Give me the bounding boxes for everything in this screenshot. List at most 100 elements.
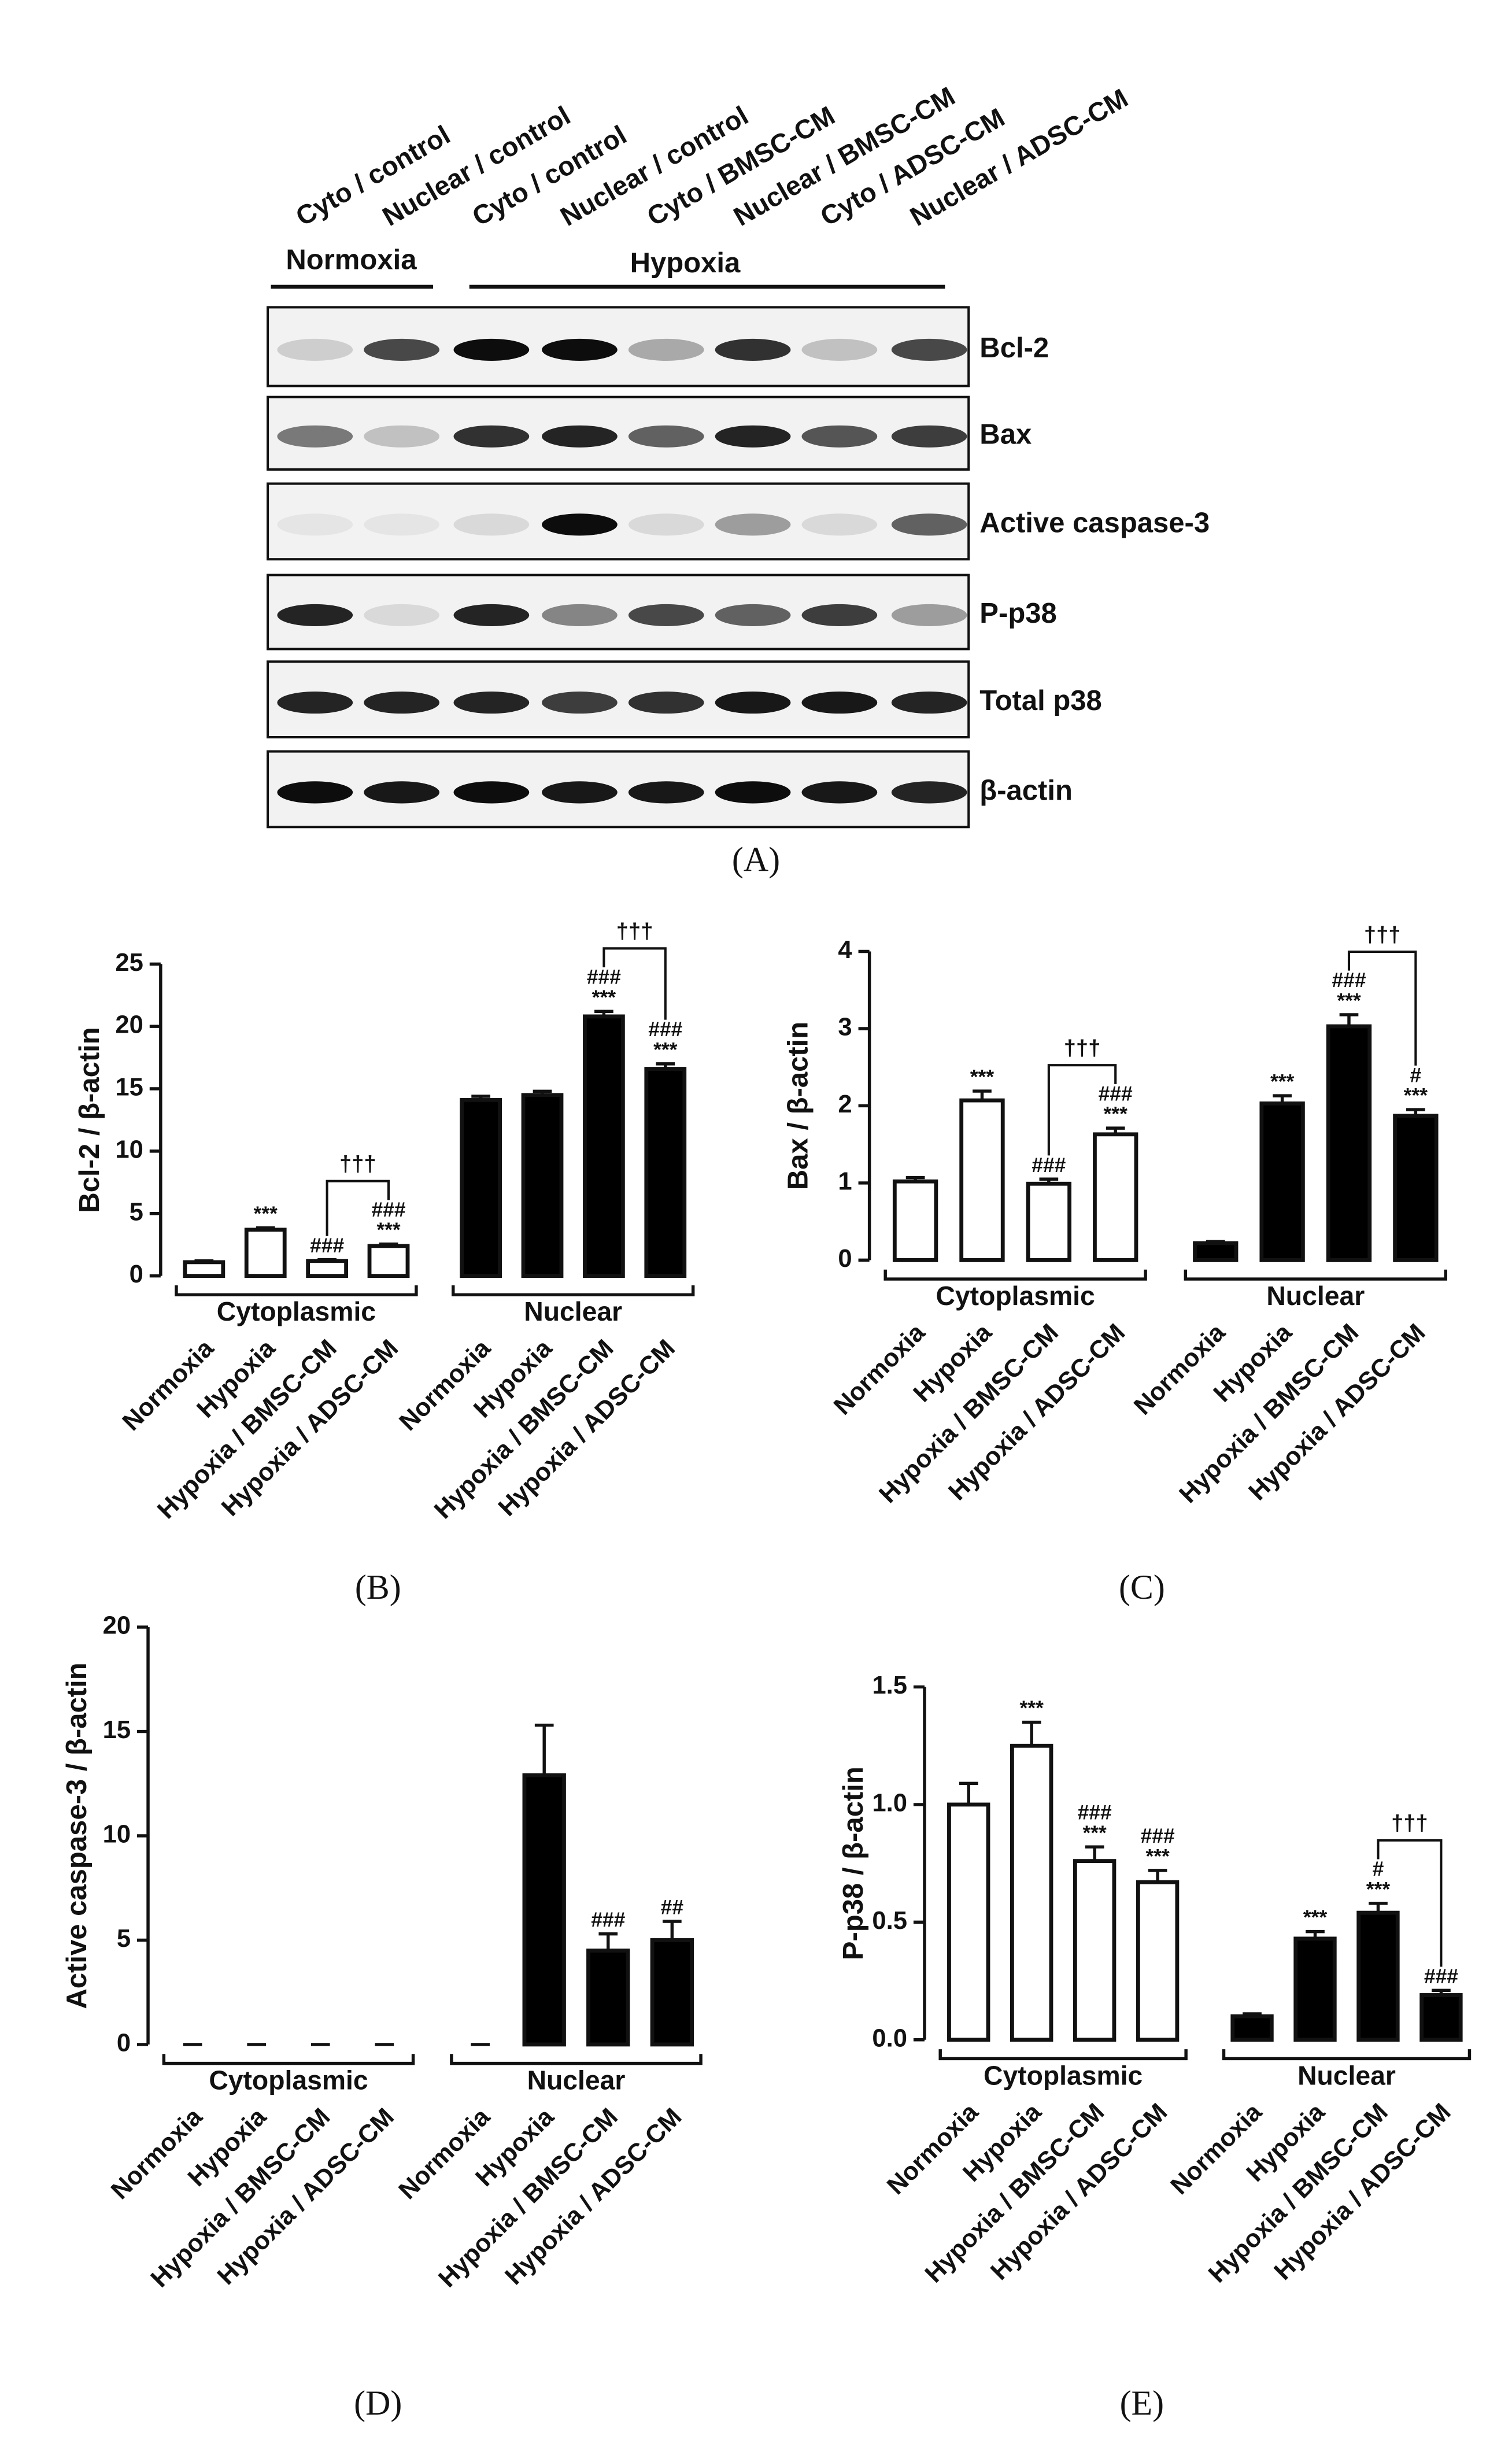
blot-band bbox=[628, 513, 704, 536]
x-tick-label: Normoxia bbox=[1166, 2098, 1268, 2200]
error-bar bbox=[1148, 1869, 1167, 1883]
bracket bbox=[1377, 1839, 1443, 1967]
panel-label: (C) bbox=[1119, 1568, 1165, 1606]
band-label: Bax bbox=[979, 419, 1032, 450]
y-tick-label: 25 bbox=[115, 949, 143, 977]
blot-band bbox=[891, 692, 967, 714]
band-label: Active caspase-3 bbox=[979, 507, 1210, 538]
error-bar bbox=[1273, 1094, 1292, 1104]
y-tick-label: 1 bbox=[838, 1167, 852, 1195]
blot-band bbox=[891, 338, 967, 361]
y-tick-label: 0 bbox=[130, 1260, 143, 1288]
y-tick-label: 10 bbox=[115, 1136, 143, 1163]
band-label: P-p38 bbox=[979, 598, 1056, 629]
x-tick-label: Normoxia bbox=[1129, 1318, 1231, 1421]
error-bar bbox=[1085, 1845, 1104, 1861]
blot-band bbox=[891, 425, 967, 448]
bracket-label: ††† bbox=[1391, 1811, 1428, 1836]
error-bar bbox=[317, 1258, 337, 1262]
significance-label: ### bbox=[310, 1234, 344, 1257]
significance-label: ### bbox=[648, 1018, 682, 1041]
y-tick-label: 20 bbox=[103, 1612, 131, 1640]
blot-band bbox=[542, 425, 618, 448]
significance-label: *** bbox=[254, 1202, 278, 1225]
significance-label: *** bbox=[1404, 1084, 1428, 1107]
bar bbox=[1010, 1743, 1053, 2042]
significance-label: ### bbox=[1424, 1965, 1458, 1988]
blot-band bbox=[364, 425, 439, 448]
bar bbox=[1393, 1114, 1439, 1262]
significance-label: # bbox=[1410, 1063, 1422, 1086]
significance-label: *** bbox=[1270, 1070, 1295, 1093]
blot-band bbox=[628, 425, 704, 448]
blot-band bbox=[453, 604, 530, 626]
blot-band bbox=[715, 781, 791, 804]
error-bar bbox=[1206, 1240, 1225, 1244]
significance-label: *** bbox=[1366, 1877, 1391, 1901]
bracket bbox=[326, 1180, 390, 1236]
bracket bbox=[602, 947, 667, 1020]
error-bar bbox=[662, 1920, 682, 1940]
bar bbox=[1073, 1859, 1117, 2042]
error-bar bbox=[256, 1226, 275, 1230]
error-bar bbox=[973, 1089, 992, 1101]
significance-label: *** bbox=[1104, 1103, 1128, 1126]
blot-band bbox=[277, 338, 353, 361]
error-bar bbox=[1022, 1720, 1041, 1746]
group-brace bbox=[175, 1285, 418, 1297]
blot-band bbox=[801, 513, 878, 536]
y-tick-label: 3 bbox=[838, 1013, 852, 1041]
significance-label: *** bbox=[592, 986, 616, 1009]
bar bbox=[1136, 1880, 1180, 2042]
bar bbox=[306, 1259, 349, 1278]
significance-label: ## bbox=[661, 1896, 684, 1919]
bar bbox=[892, 1179, 938, 1262]
blot-band bbox=[891, 604, 967, 626]
blot-band bbox=[801, 604, 878, 626]
bar bbox=[583, 1014, 625, 1278]
significance-label: ### bbox=[1032, 1154, 1066, 1177]
x-tick-label: Normoxia bbox=[106, 2103, 208, 2205]
x-tick-label: Normoxia bbox=[394, 2103, 496, 2205]
bar bbox=[244, 1228, 287, 1278]
blot-strip bbox=[267, 482, 970, 561]
y-tick-label: 1.5 bbox=[872, 1672, 907, 1699]
bracket bbox=[1047, 1064, 1117, 1156]
group-label: Cytoplasmic bbox=[209, 2065, 368, 2095]
bar bbox=[644, 1067, 687, 1278]
blot-band bbox=[715, 425, 791, 448]
bar bbox=[1326, 1024, 1372, 1262]
error-bar bbox=[379, 1242, 398, 1246]
band-label: Bcl-2 bbox=[979, 332, 1049, 364]
blot-band bbox=[891, 781, 967, 804]
blot-band bbox=[542, 692, 618, 714]
blot-band bbox=[453, 692, 530, 714]
error-bar bbox=[1306, 1929, 1325, 1939]
error-bar bbox=[905, 1175, 925, 1182]
blot-band bbox=[453, 781, 530, 804]
bar bbox=[586, 1949, 630, 2047]
blot-band bbox=[453, 425, 530, 448]
significance-label: *** bbox=[1082, 1821, 1107, 1844]
significance-label: *** bbox=[1303, 1906, 1328, 1929]
y-tick-label: 0.5 bbox=[872, 1907, 907, 1935]
significance-label: ### bbox=[587, 965, 621, 988]
bar bbox=[1093, 1132, 1138, 1262]
x-tick-label: Normoxia bbox=[882, 2098, 984, 2200]
bracket-label: ††† bbox=[1064, 1036, 1101, 1060]
bar bbox=[1230, 2014, 1274, 2042]
error-bar bbox=[1369, 1902, 1388, 1913]
error-bar bbox=[1243, 2012, 1262, 2017]
error-bar bbox=[959, 1781, 978, 1805]
error-bar bbox=[471, 1095, 490, 1100]
group-label: Nuclear bbox=[1297, 2060, 1396, 2090]
bar bbox=[1193, 1241, 1239, 1262]
error-bar bbox=[594, 1010, 613, 1016]
y-tick-label: 10 bbox=[103, 1821, 131, 1849]
group-brace bbox=[452, 1285, 695, 1297]
bar bbox=[183, 1260, 225, 1278]
blot-band bbox=[364, 692, 439, 714]
y-axis-label: Bcl-2 / β-actin bbox=[74, 1027, 105, 1212]
